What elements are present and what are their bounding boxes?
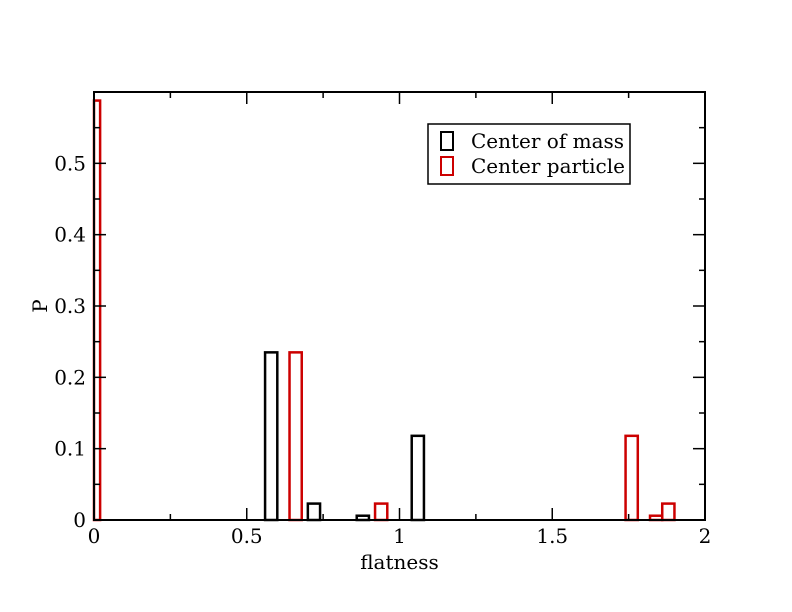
x-tick-label: 1.5 [536,524,568,548]
x-tick-label: 1 [393,524,406,548]
y-axis-title: P [28,299,52,312]
bar-center-particle-5 [660,502,676,522]
y-tick-label: 0.1 [54,437,86,461]
bar-center-particle-1 [288,351,303,522]
y-tick-label: 0.4 [54,223,86,247]
tick-labels-layer: 0 0.5 1 1.5 2 0 0.1 0.2 0.3 0.4 0.5 [54,151,711,548]
bar-center-particle-2 [373,502,389,522]
bar-center-of-mass-3 [410,434,426,522]
x-tick-label: 0 [88,524,101,548]
bar-center-of-mass-1 [306,502,322,522]
ticks-layer [93,92,706,521]
y-tick-label: 0.2 [54,365,86,389]
y-tick-label: 0 [73,508,86,532]
x-tick-label: 2 [699,524,712,548]
bar-center-of-mass-0 [263,351,279,522]
bar-center-particle-3 [624,434,640,522]
y-tick-label: 0.5 [54,151,86,175]
x-axis-title: flatness [360,550,439,574]
legend-label-center-of-mass: Center of mass [471,129,624,153]
legend-swatch-center-of-mass [440,131,454,151]
legend: Center of mass Center particle [427,123,631,185]
x-tick-label: 0.5 [231,524,263,548]
legend-swatch-center-particle [440,156,454,176]
y-tick-label: 0.3 [54,294,86,318]
legend-label-center-particle: Center particle [471,154,625,178]
legend-box [427,123,631,185]
